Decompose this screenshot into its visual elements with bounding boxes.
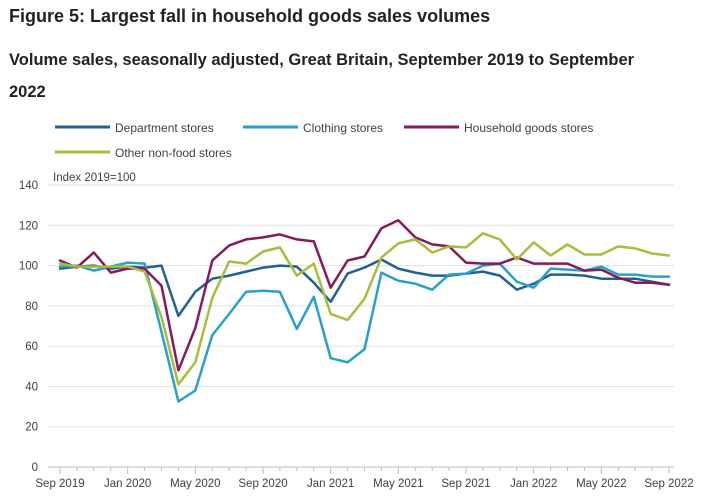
series-line-other-non-food-stores: [58, 232, 671, 386]
series-line-household-goods-stores: [58, 219, 671, 372]
y-axis-label: Index 2019=100: [53, 172, 136, 184]
legend-label: Department stores: [115, 121, 214, 135]
y-tick-label: 60: [25, 341, 38, 353]
x-tick-label: Sep 2020: [238, 478, 287, 490]
y-tick-label: 40: [25, 381, 38, 393]
legend: Department stores Clothing stores Househol…: [55, 121, 593, 160]
legend-label: Clothing stores: [303, 121, 383, 135]
grid-lines: 0 20 40 60 80 100 120 140: [19, 180, 674, 474]
series-lines: [58, 219, 671, 403]
legend-label: Other non-food stores: [115, 146, 232, 160]
x-tick-label: Jan 2020: [104, 478, 151, 490]
x-tick-label: May 2020: [170, 478, 221, 490]
x-tick-label: Sep 2021: [441, 478, 490, 490]
x-tick-label: Jan 2022: [510, 478, 557, 490]
x-axis: Sep 2019 Jan 2020 May 2020 Sep 2020 Jan 2021…: [35, 467, 694, 490]
x-tick-label: Jan 2021: [307, 478, 354, 490]
y-tick-label: 120: [19, 220, 38, 232]
x-tick-label: Sep 2019: [35, 478, 84, 490]
x-tick-label: Sep 2022: [644, 478, 693, 490]
y-tick-label: 0: [32, 462, 38, 474]
y-tick-label: 140: [19, 180, 38, 192]
x-tick-label: May 2022: [576, 478, 627, 490]
x-tick-label: May 2021: [373, 478, 424, 490]
series-line-department-stores: [58, 258, 671, 318]
y-tick-label: 80: [25, 301, 38, 313]
y-tick-label: 100: [19, 261, 38, 273]
y-tick-label: 20: [25, 422, 38, 434]
figure-subtitle: Volume sales, seasonally adjusted, Great…: [9, 51, 635, 101]
figure-title: Figure 5: Largest fall in household good…: [9, 6, 491, 26]
legend-label: Household goods stores: [464, 121, 593, 135]
series-line-clothing-stores: [58, 261, 671, 403]
